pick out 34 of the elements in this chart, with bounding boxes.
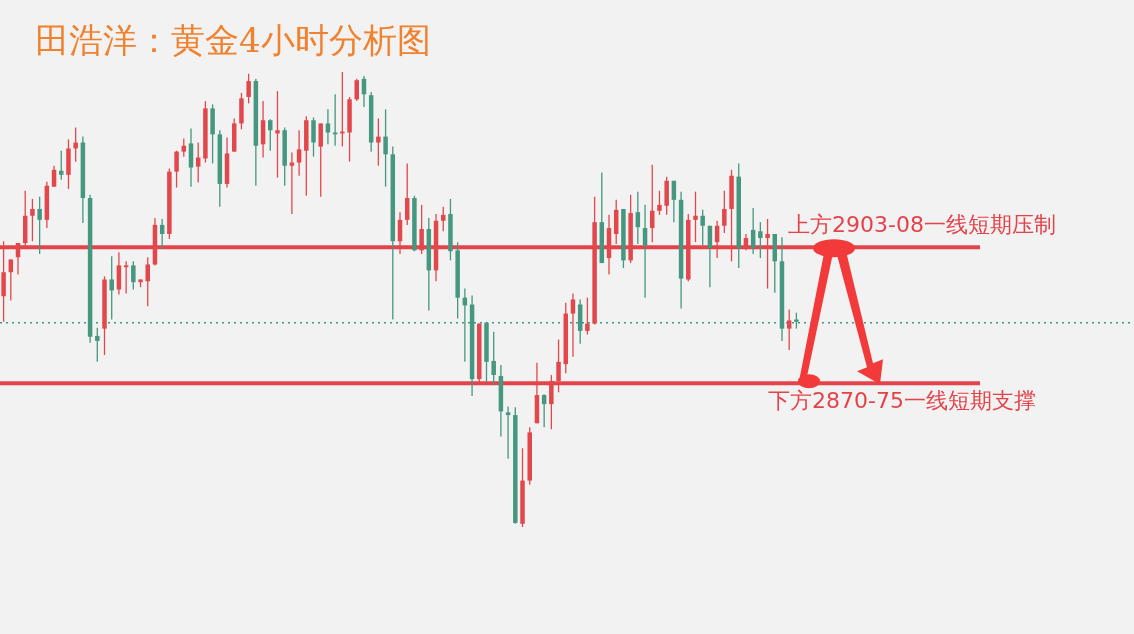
candlestick: [123, 260, 129, 295]
candlestick: [109, 255, 114, 321]
candlestick: [73, 126, 78, 163]
candlestick: [8, 258, 14, 302]
candlestick: [693, 191, 698, 243]
candlestick: [657, 190, 662, 216]
candlestick: [491, 331, 496, 386]
candlestick: [131, 260, 136, 291]
candlestick: [59, 150, 64, 181]
ref-line-label: 上方2903-08一线短期压制: [788, 212, 1056, 238]
candlestick: [700, 209, 705, 246]
candlestick: [383, 108, 388, 188]
candlestick: [268, 118, 273, 152]
candlestick: [37, 196, 42, 255]
candlestick: [145, 256, 150, 307]
candlestick: [174, 150, 179, 189]
candlestick: [786, 308, 792, 351]
candlestick: [650, 164, 655, 243]
candlestick: [376, 117, 381, 167]
candlestick: [404, 162, 410, 226]
candlestick: [311, 116, 316, 158]
ref-line-label: 下方2870-75一线短期支撑: [768, 388, 1036, 414]
candlestick: [318, 122, 323, 198]
candlestick: [585, 297, 590, 336]
candlestick: [325, 108, 331, 145]
candlestick: [246, 73, 251, 105]
candlestick: [95, 327, 100, 363]
candlestick: [722, 190, 727, 234]
chart-title: 田浩洋：黄金4小时分析图: [35, 20, 431, 61]
candlestick: [30, 198, 35, 242]
candlestick: [275, 90, 280, 179]
candlestick: [505, 405, 511, 460]
candlestick: [758, 221, 763, 259]
candlestick: [296, 129, 302, 177]
